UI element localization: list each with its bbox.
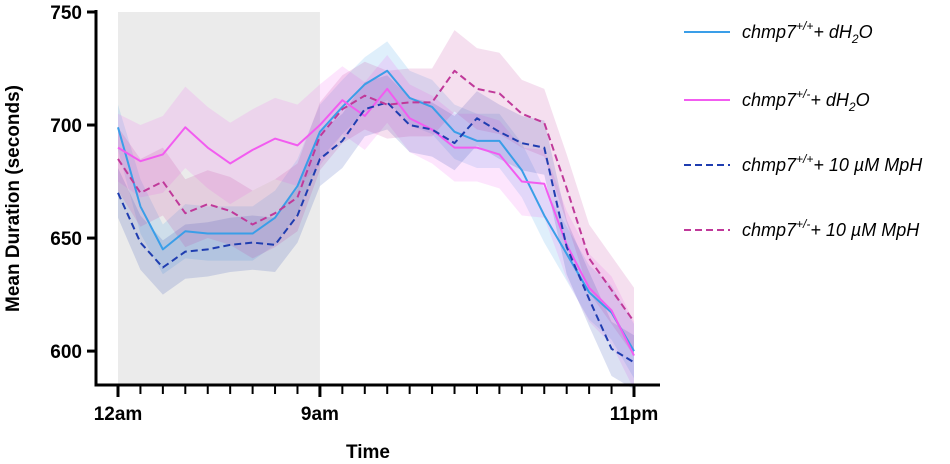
y-axis-title: Mean Duration (seconds) — [3, 85, 24, 312]
y-tick-label-700: 700 — [50, 116, 82, 137]
error-band-series-4 — [118, 30, 634, 356]
legend: chmp7+/++ dH2O chmp7+/-+ dH2O chmp7+/++ 10… — [684, 19, 923, 240]
y-ticks: 600 650 700 750 — [50, 3, 96, 363]
line-series-2 — [117, 87, 635, 357]
legend-label-2: chmp7+/-+ dH2O — [742, 87, 870, 114]
line-series-1 — [117, 69, 635, 352]
x-axis-title: Time — [346, 442, 390, 463]
error-band-series-1 — [118, 41, 634, 379]
y-tick-label-750: 750 — [50, 3, 82, 24]
legend-label-4: chmp7+/-+ 10 µM MpH — [742, 217, 920, 240]
error-band-series-2 — [118, 54, 634, 390]
x-tick-label-9am: 9am — [301, 404, 339, 425]
error-bands — [118, 30, 634, 390]
series-lines — [117, 69, 635, 364]
x-tick-label-12am: 12am — [94, 404, 143, 425]
x-ticks: 12am 9am 11pm — [94, 385, 659, 425]
y-tick-label-600: 600 — [50, 342, 82, 363]
error-band-series-3 — [118, 75, 634, 390]
line-series-4 — [117, 69, 635, 323]
line-series-3 — [117, 101, 635, 364]
legend-label-1: chmp7+/++ dH2O — [742, 19, 873, 46]
x-tick-label-11pm: 11pm — [610, 404, 659, 425]
legend-label-3: chmp7+/++ 10 µM MpH — [742, 152, 923, 175]
night-shaded-region — [118, 12, 320, 385]
y-tick-label-650: 650 — [50, 229, 82, 250]
